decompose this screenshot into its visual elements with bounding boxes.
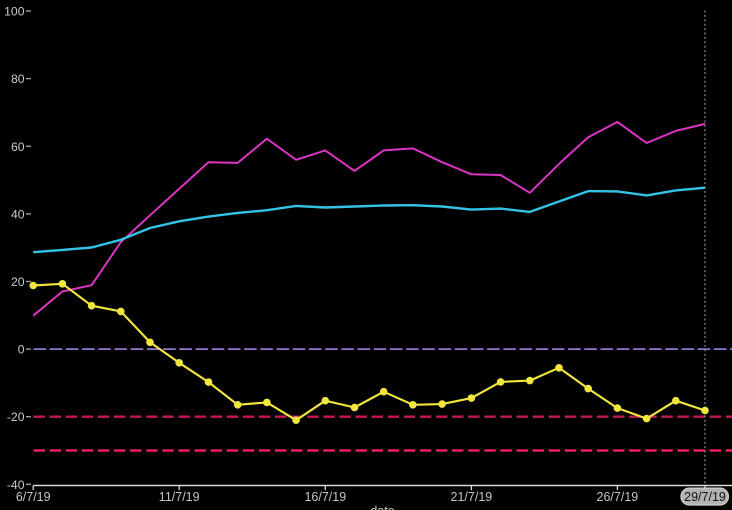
svg-text:60: 60 xyxy=(11,140,25,154)
svg-text:16/7/19: 16/7/19 xyxy=(304,490,346,504)
svg-text:26/7/19: 26/7/19 xyxy=(597,490,639,504)
svg-text:29/7/19: 29/7/19 xyxy=(684,490,726,504)
svg-text:6/7/19: 6/7/19 xyxy=(16,490,51,504)
svg-text:20: 20 xyxy=(11,275,25,289)
svg-text:-40: -40 xyxy=(7,478,25,492)
svg-text:40: 40 xyxy=(11,207,25,221)
svg-text:date: date xyxy=(370,504,394,510)
svg-text:11/7/19: 11/7/19 xyxy=(159,490,200,504)
svg-text:100: 100 xyxy=(4,5,25,19)
svg-text:0: 0 xyxy=(18,343,25,357)
svg-text:21/7/19: 21/7/19 xyxy=(451,490,493,504)
svg-text:80: 80 xyxy=(11,72,25,86)
svg-text:-20: -20 xyxy=(7,410,25,424)
